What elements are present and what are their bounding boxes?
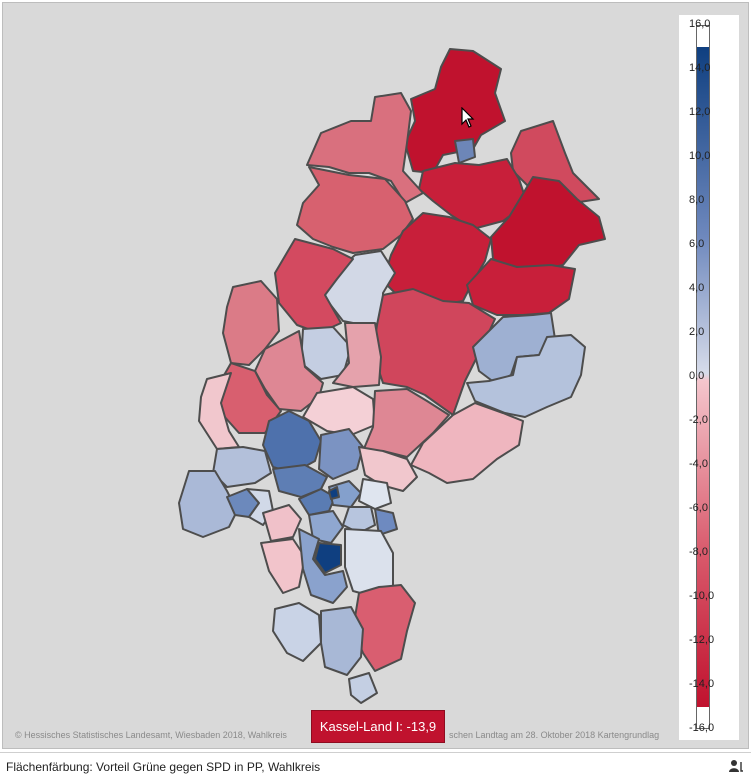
legend-tick-label: 16,0 <box>689 18 711 30</box>
region-waldeck-ii <box>296 166 414 254</box>
region-bergstrasse-i <box>272 602 322 662</box>
region-frankfurt-iv <box>358 478 392 510</box>
map-frame: © Hessisches Statistisches Landesamt, Wi… <box>2 2 749 749</box>
legend-tick-label: -4,0 <box>689 458 708 470</box>
footer-label: Flächenfärbung: Vorteil Grüne gegen SPD … <box>6 760 321 774</box>
legend-tick-label: 6,0 <box>689 238 705 250</box>
status-bar: Flächenfärbung: Vorteil Grüne gegen SPD … <box>0 752 751 780</box>
legend-tick-label: 12,0 <box>689 106 711 118</box>
region-gross-gerau-i <box>262 504 302 542</box>
region-offenbach-stadt <box>342 506 376 534</box>
region-waldeck-i <box>306 92 424 204</box>
region-darmstadt-dieburg-i <box>298 528 348 604</box>
legend-tick-label: 4,0 <box>689 282 705 294</box>
region-lahn-dill-i <box>222 280 280 366</box>
legend-tick-label: 2,0 <box>689 326 705 338</box>
region-hersfeld <box>490 176 606 270</box>
legend-tick-label: -12,0 <box>689 634 715 646</box>
legend-tick-label: -10,0 <box>689 590 715 602</box>
region-rheingau-taunus-ii <box>178 470 238 538</box>
hesse-constituency-map[interactable] <box>3 3 678 748</box>
legend-tick-label: 8,0 <box>689 194 705 206</box>
legend-tick-label: 14,0 <box>689 62 711 74</box>
legend-tick-label: 0,0 <box>689 370 705 382</box>
region-tooltip: Kassel-Land I: -13,9 <box>311 710 445 743</box>
map-credit-left: © Hessisches Statistisches Landesamt, Wi… <box>15 730 287 740</box>
region-fulda-nord <box>466 258 576 316</box>
region-offenbach-land-ii <box>374 508 398 536</box>
legend-tick-label: -16,0 <box>689 722 715 734</box>
region-kassel-land-i <box>404 48 506 174</box>
person-icon[interactable] <box>729 759 745 773</box>
legend-tick-label: 10,0 <box>689 150 711 162</box>
region-kassel-stadt <box>454 138 476 164</box>
mouse-pointer-icon <box>461 107 475 128</box>
map-credit-right: schen Landtag am 28. Oktober 2018 Karten… <box>449 730 660 740</box>
region-main-kinzig-ii <box>410 402 524 484</box>
legend-tick-label: -2,0 <box>689 414 708 426</box>
legend-tick-label: -8,0 <box>689 546 708 558</box>
region-main-kinzig-i <box>362 388 450 458</box>
region-darmstadt-stadt-i <box>314 542 342 574</box>
color-legend: 16,0 14,0 12,0 10,0 8,0 6,0 4,0 2,0 0,0 -2,0 -4,0 -… <box>679 15 739 740</box>
region-marburg-ii <box>274 238 354 334</box>
region-bergstrasse-south <box>348 672 378 704</box>
region-wetterau-i <box>332 322 382 388</box>
region-frankfurt-iii <box>328 486 340 500</box>
legend-tick-label: -14,0 <box>689 678 715 690</box>
region-hochtaunus-ii <box>318 428 364 480</box>
region-bergstrasse-ii <box>320 606 364 676</box>
legend-tick-label: -6,0 <box>689 502 708 514</box>
legend-color-bar <box>696 25 710 729</box>
region-gross-gerau-ii <box>260 538 306 594</box>
